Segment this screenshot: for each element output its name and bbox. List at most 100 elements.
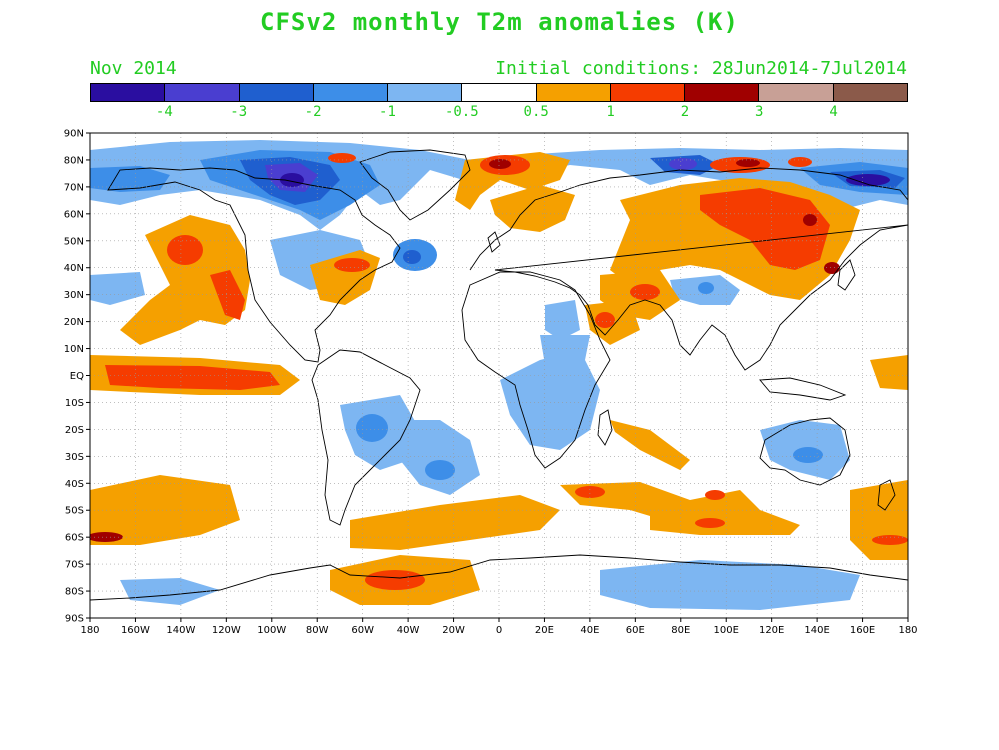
legend-label: 4	[829, 104, 838, 120]
ne-pacific-warm	[120, 215, 250, 345]
legend-label: 2	[680, 104, 690, 120]
west-antarctic-warm-core	[365, 570, 425, 590]
latitude-label: 70S	[65, 560, 84, 571]
longitude-label: 140W	[166, 625, 195, 636]
california-warm-core	[210, 270, 245, 320]
latitude-label: 80N	[64, 155, 84, 166]
legend-swatch	[91, 84, 166, 101]
africa-north-cold	[545, 300, 580, 340]
longitude-label: 160W	[121, 625, 150, 636]
latitude-label: 40N	[64, 263, 84, 274]
indian-ocean-band-warm	[610, 420, 690, 470]
brazil-cold-core	[356, 414, 388, 442]
south-indian-warm-core	[575, 486, 605, 498]
svalbard-warm-core	[489, 159, 511, 169]
us-east-warm-core	[334, 258, 370, 272]
longitude-label: 20E	[535, 625, 554, 636]
legend-swatch	[239, 84, 314, 101]
longitude-label: 120W	[212, 625, 241, 636]
southern-ocean-warm-core	[695, 518, 725, 528]
latitude-label: 50N	[64, 236, 84, 247]
anomaly-fields	[90, 140, 908, 610]
africa-central-cold	[500, 350, 600, 450]
east-siberia-cold-max	[846, 174, 890, 186]
madagascar-coast	[597, 409, 613, 446]
new-zealand-coast	[877, 479, 896, 511]
arabia-warm-core	[595, 312, 615, 328]
latitude-label: EQ	[70, 371, 84, 382]
uk-coast	[487, 231, 501, 253]
kara-sea-warm-core	[736, 159, 760, 167]
africa-sahel-cold	[540, 335, 590, 365]
legend-label: -2	[304, 104, 322, 120]
south-pacific-warm-core	[90, 532, 123, 542]
latitude-label: 10N	[64, 344, 84, 355]
longitude-label: 140E	[804, 625, 829, 636]
longitude-label: 180	[898, 625, 917, 636]
africa-coast	[461, 271, 611, 469]
legend-swatch	[685, 84, 760, 101]
legend-swatch	[165, 84, 240, 101]
latitude-label: 70N	[64, 182, 84, 193]
chukchi-warm	[788, 157, 812, 167]
legend-swatch	[388, 84, 463, 101]
labrador-cold-core	[403, 250, 421, 264]
scandinavia-warm	[490, 185, 575, 232]
legend-label: 1	[606, 104, 615, 120]
latitude-label: 90S	[65, 614, 84, 625]
south-atlantic-cold-core	[425, 460, 455, 480]
map-title: CFSv2 monthly T2m anomalies (K)	[260, 8, 739, 36]
latitude-label: 60S	[65, 533, 84, 544]
legend-swatch	[462, 84, 537, 101]
legend-label: 0.5	[523, 104, 549, 120]
ross-sea-cold	[120, 578, 220, 605]
latitude-labels: 90N 80N 70N 60N 50N 40N 30N 20N 10N EQ 10S 20S 30S 40…	[64, 129, 84, 625]
latitude-label: 50S	[65, 506, 84, 517]
longitude-label: 120E	[759, 625, 784, 636]
longitude-label: 40W	[397, 625, 420, 636]
south-atlantic-cold	[400, 420, 480, 495]
latitude-label: 60N	[64, 209, 84, 220]
south-pacific-warm-east-core	[872, 535, 908, 545]
australia-coast	[759, 417, 851, 486]
graticule	[90, 133, 908, 618]
south-atlantic-warm	[350, 495, 560, 550]
axis-ticks	[86, 132, 909, 622]
legend-swatch	[759, 84, 834, 101]
legend-label: -0.5	[444, 104, 479, 120]
latitude-label: 30S	[65, 452, 84, 463]
longitude-label: 60E	[626, 625, 645, 636]
south-pacific-warm-west	[90, 475, 240, 545]
iran-warm-core	[630, 284, 660, 300]
latitude-label: 20N	[64, 317, 84, 328]
legend-label: -1	[379, 104, 396, 120]
longitude-label: 40E	[580, 625, 599, 636]
australia-cold-core	[793, 447, 823, 463]
latitude-label: 10S	[65, 398, 84, 409]
korea-warm-max	[824, 262, 840, 274]
longitude-label: 0	[496, 625, 502, 636]
longitude-label: 100W	[257, 625, 286, 636]
longitude-label: 160E	[850, 625, 875, 636]
alaska-cold	[90, 166, 170, 192]
south-indian-warm-core-2	[705, 490, 725, 500]
japan-coast	[837, 259, 856, 291]
tibet-cold-core	[698, 282, 714, 294]
latitude-label: 40S	[65, 479, 84, 490]
legend-label: -4	[155, 104, 173, 120]
longitude-label: 100E	[714, 625, 739, 636]
siberia-warm-core	[700, 188, 830, 270]
canada-cold-max	[280, 173, 304, 187]
longitude-label: 80E	[671, 625, 690, 636]
indonesia-coast	[759, 377, 847, 401]
color-legend	[90, 83, 908, 102]
initial-conditions: Initial conditions: 28Jun2014-7Jul2014	[495, 58, 907, 79]
forecast-month: Nov 2014	[90, 58, 177, 79]
siberia-warm-max	[803, 214, 817, 226]
legend-swatch	[833, 84, 907, 101]
longitude-label: 20W	[442, 625, 465, 636]
latitude-label: 30N	[64, 290, 84, 301]
west-pacific-cold	[90, 272, 145, 305]
legend-label: -3	[230, 104, 248, 120]
